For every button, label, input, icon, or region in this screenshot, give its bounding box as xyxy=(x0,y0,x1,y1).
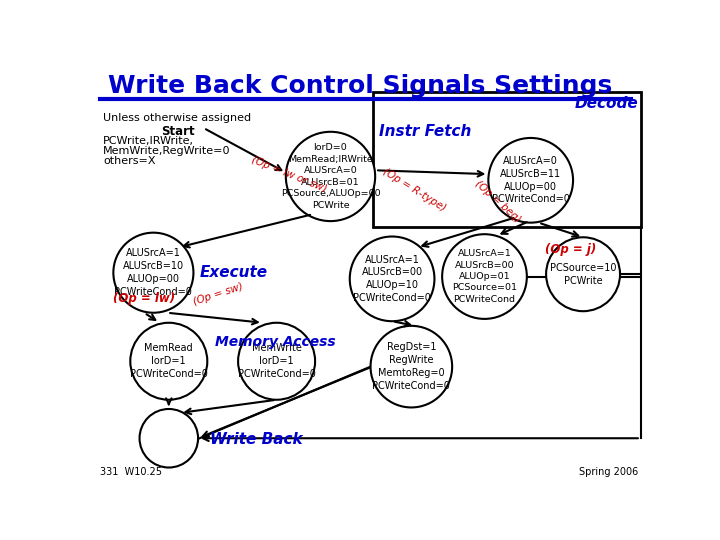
Circle shape xyxy=(442,234,527,319)
Text: Unless otherwise assigned: Unless otherwise assigned xyxy=(104,112,251,123)
Text: PCWrite,IRWrite,: PCWrite,IRWrite, xyxy=(104,136,194,146)
Text: Write Back: Write Back xyxy=(210,433,302,448)
Text: Start: Start xyxy=(161,125,194,138)
Text: Instr Fetch: Instr Fetch xyxy=(379,124,472,139)
Text: (Op = lw or sw): (Op = lw or sw) xyxy=(250,154,328,194)
Text: Memory Access: Memory Access xyxy=(215,335,336,349)
Text: ALUSrcA=1
ALUSrcB=10
ALUOp=00
PCWriteCond=0: ALUSrcA=1 ALUSrcB=10 ALUOp=00 PCWriteCon… xyxy=(114,248,192,297)
Circle shape xyxy=(546,237,620,311)
Text: Write Back Control Signals Settings: Write Back Control Signals Settings xyxy=(107,75,612,98)
Text: MemRead
IorD=1
PCWriteCond=0: MemRead IorD=1 PCWriteCond=0 xyxy=(130,343,208,379)
Circle shape xyxy=(286,132,375,221)
Circle shape xyxy=(113,233,194,313)
Text: 331  W10.25: 331 W10.25 xyxy=(99,467,161,477)
Text: Decode: Decode xyxy=(575,96,639,111)
Text: ALUSrcA=1
ALUSrcB=00
ALUOp=10
PCWriteCond=0: ALUSrcA=1 ALUSrcB=00 ALUOp=10 PCWriteCon… xyxy=(354,255,431,303)
Text: ALUSrcA=1
ALUSrcB=00
ALUOp=01
PCSource=01
PCWriteCond: ALUSrcA=1 ALUSrcB=00 ALUOp=01 PCSource=0… xyxy=(452,249,517,304)
Text: MemWrite,RegWrite=0: MemWrite,RegWrite=0 xyxy=(104,146,231,156)
Text: MemWrite
IorD=1
PCWriteCond=0: MemWrite IorD=1 PCWriteCond=0 xyxy=(238,343,315,379)
Circle shape xyxy=(238,323,315,400)
Text: PCSource=10
PCWrite: PCSource=10 PCWrite xyxy=(550,263,616,286)
Text: (Op = beq): (Op = beq) xyxy=(473,179,523,225)
Text: ALUSrcA=0
ALUSrcB=11
ALUOp=00
PCWriteCond=0: ALUSrcA=0 ALUSrcB=11 ALUOp=00 PCWriteCon… xyxy=(492,156,570,205)
Text: RegDst=1
RegWrite
MemtoReg=0
PCWriteCond=0: RegDst=1 RegWrite MemtoReg=0 PCWriteCond… xyxy=(372,342,450,391)
Text: (Op = R-type): (Op = R-type) xyxy=(381,166,447,213)
Circle shape xyxy=(488,138,573,222)
Text: (Op = j): (Op = j) xyxy=(544,244,596,256)
Text: Spring 2006: Spring 2006 xyxy=(580,467,639,477)
Circle shape xyxy=(371,326,452,408)
Circle shape xyxy=(130,323,207,400)
Text: (Op = lw): (Op = lw) xyxy=(113,292,176,305)
Text: Execute: Execute xyxy=(199,265,268,280)
Circle shape xyxy=(140,409,198,468)
Circle shape xyxy=(350,237,434,321)
Text: IorD=0
MemRead;IRWrite
ALUSrcA=0
ALUsrcB=01
PCSource,ALUOp=00
PCWrite: IorD=0 MemRead;IRWrite ALUSrcA=0 ALUsrcB… xyxy=(281,143,380,210)
Text: (Op = sw): (Op = sw) xyxy=(192,281,244,307)
Text: others=X: others=X xyxy=(104,156,156,166)
